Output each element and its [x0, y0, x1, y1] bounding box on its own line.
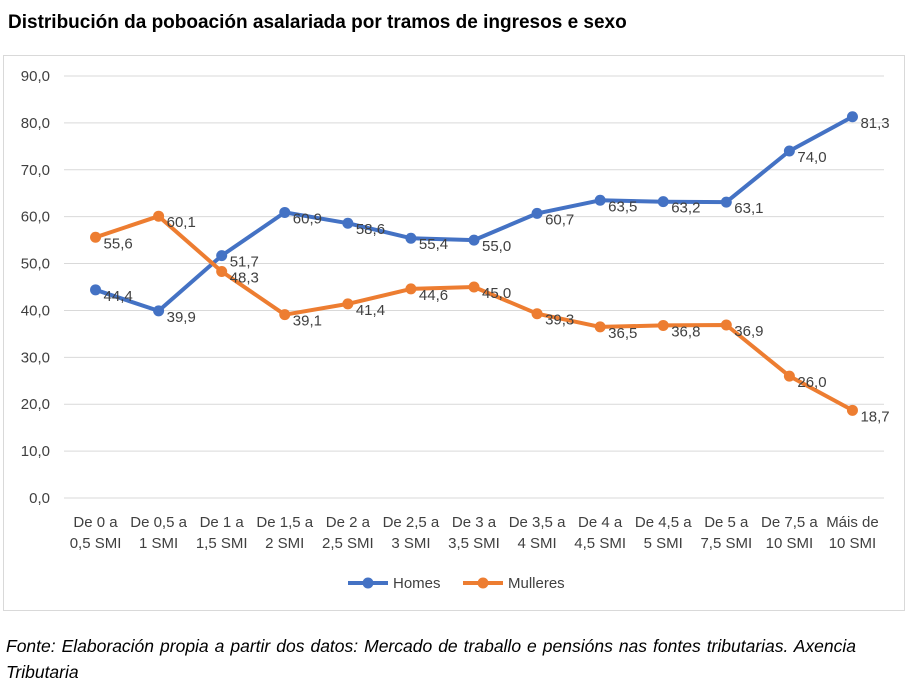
x-tick-label: De 5 a 7,5 SMI [700, 514, 752, 552]
data-point-homes [405, 232, 417, 244]
data-point-homes [531, 207, 543, 219]
data-label-homes: 63,1 [734, 200, 763, 217]
chart-title: Distribución da poboación asalariada por… [8, 12, 627, 33]
legend-marker-mulleres [477, 577, 489, 589]
data-label-mulleres: 39,1 [293, 313, 322, 330]
y-tick-label: 0,0 [29, 490, 50, 507]
data-label-mulleres: 48,3 [230, 270, 259, 287]
data-point-homes [846, 111, 858, 123]
data-label-homes: 60,9 [293, 210, 322, 227]
y-tick-label: 60,0 [21, 209, 50, 226]
x-tick-label: De 7,5 a 10 SMI [761, 514, 818, 552]
data-point-mulleres [405, 283, 417, 295]
legend-label-mulleres: Mulleres [508, 575, 565, 592]
gridlines [64, 75, 884, 499]
data-label-homes: 58,6 [356, 221, 385, 238]
line-chart: 0,010,020,030,040,050,060,070,080,090,0 … [21, 68, 890, 592]
y-axis-ticks: 0,0 10,0 20,0 30,0 40,0 50,0 60,0 70,0 80,0 90,0 [21, 68, 50, 507]
y-tick-label: 10,0 [21, 443, 50, 460]
data-label-mulleres: 44,6 [419, 287, 448, 304]
data-point-homes [783, 145, 795, 157]
data-labels: 44,4 39,9 51,7 60,9 58,6 55,4 55,0 60,7 63,5 63,2… [104, 115, 890, 426]
data-point-mulleres [342, 298, 354, 310]
data-label-mulleres: 55,6 [104, 235, 133, 252]
y-tick-label: 70,0 [21, 162, 50, 179]
data-label-mulleres: 45,0 [482, 285, 511, 302]
data-point-mulleres [720, 319, 732, 331]
x-tick-label: De 3 a 3,5 SMI [448, 514, 500, 552]
data-point-mulleres [594, 321, 606, 333]
data-label-homes: 55,4 [419, 236, 448, 253]
data-point-homes [594, 194, 606, 206]
x-tick-label: Máis de 10 SMI [826, 514, 879, 552]
data-point-mulleres [279, 309, 291, 321]
data-label-homes: 51,7 [230, 254, 259, 271]
y-tick-label: 90,0 [21, 68, 50, 85]
x-tick-label: De 2 a 2,5 SMI [322, 514, 374, 552]
legend: Homes Mulleres [348, 575, 565, 592]
source-note: Fonte: Elaboración propia a partir dos d… [6, 636, 856, 682]
x-tick-label: De 0 a 0,5 SMI [70, 514, 122, 552]
data-label-mulleres: 39,3 [545, 312, 574, 329]
legend-marker-homes [362, 577, 374, 589]
y-tick-label: 40,0 [21, 302, 50, 319]
data-point-mulleres [783, 370, 795, 382]
data-label-mulleres: 36,8 [671, 323, 700, 340]
x-tick-label: De 4 a 4,5 SMI [574, 514, 626, 552]
data-point-homes [216, 250, 228, 262]
data-label-mulleres: 36,5 [608, 325, 637, 342]
data-point-homes [279, 206, 291, 218]
data-point-homes [657, 196, 669, 208]
y-tick-label: 50,0 [21, 256, 50, 273]
data-label-mulleres: 26,0 [797, 374, 826, 391]
series-points [90, 111, 858, 416]
data-point-homes [468, 234, 480, 246]
data-label-mulleres: 18,7 [860, 408, 889, 425]
data-point-mulleres [153, 210, 165, 222]
data-label-mulleres: 36,9 [734, 323, 763, 340]
legend-label-homes: Homes [393, 575, 441, 592]
x-tick-label: De 1 a 1,5 SMI [196, 514, 248, 552]
data-label-homes: 74,0 [797, 149, 826, 166]
y-tick-label: 80,0 [21, 115, 50, 132]
data-label-homes: 81,3 [860, 115, 889, 132]
data-point-homes [342, 217, 354, 229]
data-label-mulleres: 41,4 [356, 302, 385, 319]
y-tick-label: 30,0 [21, 349, 50, 366]
y-tick-label: 20,0 [21, 396, 50, 413]
chart-frame: 0,0 10,0 20,0 30,0 40,0 50,0 60,0 70,0 80,0 90,0 … [3, 55, 905, 611]
data-label-homes: 63,2 [671, 200, 700, 217]
data-point-homes [153, 305, 165, 317]
data-label-homes: 55,0 [482, 238, 511, 255]
data-point-mulleres [90, 231, 102, 243]
data-label-homes: 44,4 [104, 288, 133, 305]
data-label-homes: 60,7 [545, 211, 574, 228]
data-point-mulleres [216, 266, 228, 278]
data-label-homes: 39,9 [167, 309, 196, 326]
data-point-mulleres [657, 319, 669, 331]
data-point-mulleres [468, 281, 480, 293]
data-label-homes: 63,5 [608, 198, 637, 215]
data-point-homes [90, 284, 102, 296]
data-point-mulleres [531, 308, 543, 320]
data-point-homes [720, 196, 732, 208]
data-point-mulleres [846, 404, 858, 416]
data-label-mulleres: 60,1 [167, 214, 196, 231]
